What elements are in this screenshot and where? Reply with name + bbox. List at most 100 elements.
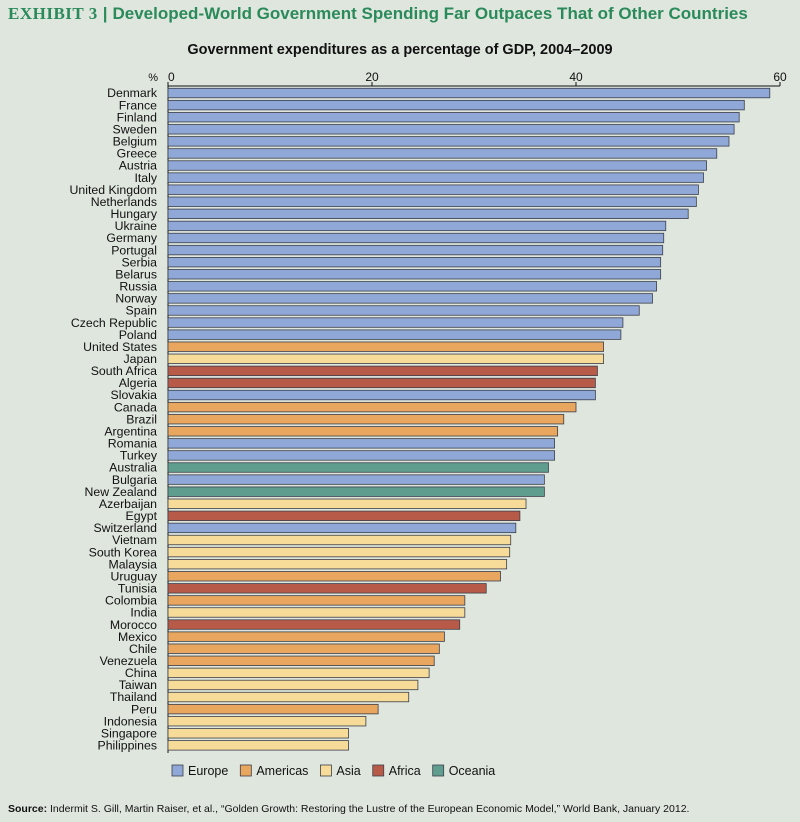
bar-label-argentina: Argentina (104, 424, 157, 438)
bar-label-chile: Chile (129, 642, 157, 656)
bar-ukraine (167, 220, 667, 232)
bar-label-venezuela: Venezuela (100, 654, 158, 668)
bar-label-united-kingdom: United Kingdom (70, 183, 158, 197)
bar-tunisia (167, 583, 487, 594)
bar-argentina (167, 426, 559, 437)
axis-unit-label: % (148, 72, 158, 84)
bar-switzerland (167, 522, 517, 534)
bar-south-africa (167, 365, 598, 377)
bar-label-tunisia: Tunisia (118, 582, 157, 596)
bar-uruguay (167, 571, 501, 582)
bar-romania (167, 438, 555, 449)
legend-swatch-americas (239, 764, 252, 777)
bar-finland (167, 112, 740, 123)
bar-label-germany: Germany (106, 231, 157, 245)
exhibit-title: Developed-World Government Spending Far … (112, 4, 748, 23)
bar-label-south-africa: South Africa (91, 364, 157, 378)
bar-label-romania: Romania (108, 437, 157, 451)
bar-morocco (167, 619, 461, 630)
bar-austria (167, 160, 707, 171)
bar-algeria (167, 377, 596, 389)
bar-label-australia: Australia (109, 461, 157, 475)
bar-belarus (167, 269, 662, 280)
bar-peru (167, 703, 379, 715)
bar-poland (167, 329, 622, 340)
exhibit-label: EXHIBIT 3 (8, 4, 98, 23)
legend-swatch-africa (372, 764, 385, 777)
bar-italy (167, 172, 704, 183)
source-note: Source: Indermit S. Gill, Martin Raiser,… (8, 803, 689, 815)
bar-label-egypt: Egypt (126, 509, 158, 523)
bar-venezuela (167, 655, 435, 666)
x-tick-label-20: 20 (365, 70, 379, 84)
bar-australia (167, 462, 549, 473)
bar-label-taiwan: Taiwan (119, 678, 157, 692)
bar-united-kingdom (167, 184, 699, 195)
bar-label-hungary: Hungary (111, 207, 158, 221)
bar-label-norway: Norway (115, 292, 158, 306)
bar-turkey (167, 450, 555, 461)
bar-azerbaijan (167, 498, 527, 509)
bar-serbia (167, 257, 662, 268)
bar-label-greece: Greece (117, 147, 157, 161)
bar-colombia (167, 595, 466, 606)
bar-label-mexico: Mexico (118, 630, 157, 644)
bar-label-singapore: Singapore (101, 726, 157, 740)
bar-label-malaysia: Malaysia (108, 557, 157, 571)
bar-label-slovakia: Slovakia (111, 388, 158, 402)
bar-malaysia (167, 559, 508, 570)
bar-label-spain: Spain (126, 304, 158, 318)
bar-label-austria: Austria (119, 159, 157, 173)
exhibit-separator: | (102, 4, 108, 23)
bar-new-zealand (167, 486, 545, 497)
bar-label-philippines: Philippines (98, 739, 157, 753)
bar-label-canada: Canada (114, 400, 157, 414)
bar-label-netherlands: Netherlands (91, 195, 157, 209)
bar-sweden (167, 124, 735, 135)
bar-label-poland: Poland (119, 328, 157, 342)
chart-title: Government expenditures as a percentage … (187, 42, 613, 58)
bar-germany (167, 232, 665, 244)
bar-label-japan: Japan (123, 352, 157, 366)
bar-japan (167, 353, 604, 364)
bar-egypt (167, 510, 521, 521)
bar-label-belgium: Belgium (113, 135, 157, 149)
bar-label-italy: Italy (134, 171, 157, 185)
bar-label-south-korea: South Korea (89, 545, 158, 559)
legend-label-oceania: Oceania (449, 764, 496, 778)
bar-bulgaria (167, 474, 545, 485)
bar-label-india: India (130, 606, 157, 620)
bar-label-sweden: Sweden (113, 122, 158, 136)
bar-india (167, 607, 466, 618)
bar-label-russia: Russia (119, 280, 157, 294)
x-tick-label-0: 0 (168, 70, 175, 84)
bar-label-czech-republic: Czech Republic (71, 316, 157, 330)
legend-label-asia: Asia (336, 764, 360, 778)
bar-chart: 0 20 40 60% DenmarkFranceFinlandSwedenBelgiu… (70, 70, 787, 778)
bar-label-algeria: Algeria (119, 376, 157, 390)
bar-belgium (167, 136, 730, 147)
bar-label-brazil: Brazil (126, 412, 157, 426)
bar-netherlands (167, 196, 697, 207)
exhibit-header: EXHIBIT 3 | Developed-World Government Spe… (8, 4, 748, 24)
bar-label-indonesia: Indonesia (104, 714, 157, 728)
bar-brazil (167, 414, 565, 425)
bar-label-finland: Finland (117, 110, 157, 124)
legend-label-europe: Europe (188, 764, 228, 778)
bar-label-switzerland: Switzerland (93, 521, 157, 535)
bar-label-azerbaijan: Azerbaijan (99, 497, 157, 511)
bar-hungary (167, 208, 689, 219)
bar-russia (167, 281, 657, 292)
bar-spain (167, 305, 640, 316)
bar-indonesia (167, 716, 367, 727)
bar-label-ukraine: Ukraine (115, 219, 158, 233)
bar-czech-republic (167, 317, 624, 328)
bar-norway (167, 293, 653, 304)
bar-canada (167, 401, 577, 413)
legend-swatch-europe (171, 764, 184, 777)
legend-swatch-asia (320, 764, 332, 777)
bar-label-denmark: Denmark (107, 86, 158, 100)
bar-greece (167, 148, 718, 159)
bar-portugal (167, 244, 664, 256)
x-tick-label-40: 40 (569, 70, 583, 84)
